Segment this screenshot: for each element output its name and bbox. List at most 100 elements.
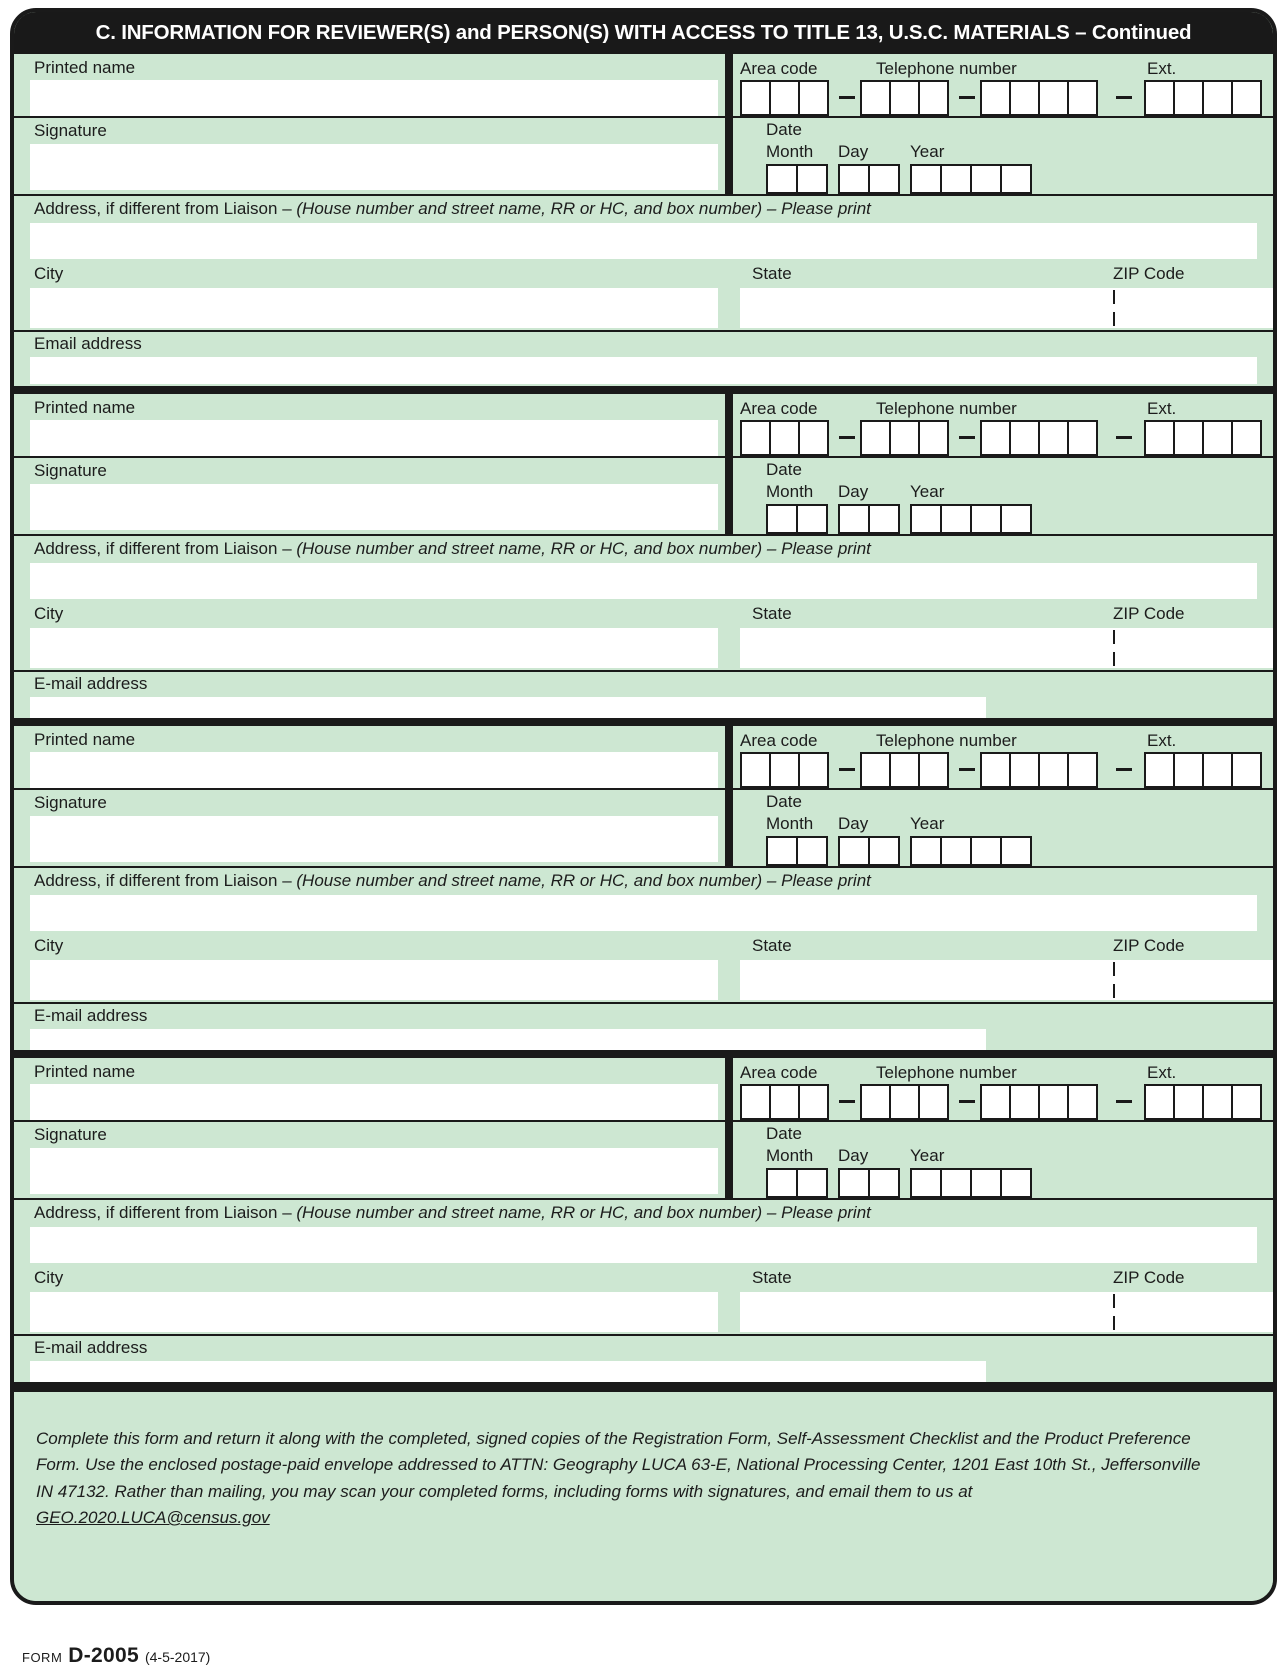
digit-cell[interactable]: [769, 752, 800, 788]
digit-cell[interactable]: [1231, 420, 1262, 456]
printed-name-input[interactable]: [30, 420, 718, 456]
telephone-prefix-input[interactable]: [860, 420, 949, 456]
digit-cell[interactable]: [1173, 420, 1204, 456]
digit-cell[interactable]: [1231, 80, 1262, 116]
digit-cell[interactable]: [1144, 752, 1175, 788]
digit-cell[interactable]: [838, 1168, 870, 1198]
digit-cell[interactable]: [980, 80, 1011, 116]
telephone-line-input[interactable]: [980, 752, 1098, 788]
digit-cell[interactable]: [889, 420, 920, 456]
digit-cell[interactable]: [1038, 1084, 1069, 1120]
digit-cell[interactable]: [1173, 1084, 1204, 1120]
digit-cell[interactable]: [910, 1168, 942, 1198]
digit-cell[interactable]: [940, 164, 972, 194]
area-code-input[interactable]: [740, 1084, 829, 1120]
printed-name-input[interactable]: [30, 1084, 718, 1120]
digit-cell[interactable]: [740, 1084, 771, 1120]
digit-cell[interactable]: [970, 836, 1002, 866]
digit-cell[interactable]: [1038, 420, 1069, 456]
digit-cell[interactable]: [1144, 420, 1175, 456]
digit-cell[interactable]: [1067, 1084, 1098, 1120]
digit-cell[interactable]: [769, 80, 800, 116]
digit-cell[interactable]: [766, 504, 798, 534]
digit-cell[interactable]: [868, 504, 900, 534]
digit-cell[interactable]: [1000, 1168, 1032, 1198]
city-input[interactable]: [30, 288, 718, 328]
digit-cell[interactable]: [970, 164, 1002, 194]
digit-cell[interactable]: [1000, 836, 1032, 866]
telephone-prefix-input[interactable]: [860, 80, 949, 116]
day-input[interactable]: [838, 504, 900, 534]
state-zip-input[interactable]: [740, 1292, 1273, 1332]
digit-cell[interactable]: [980, 1084, 1011, 1120]
month-input[interactable]: [766, 836, 828, 866]
extension-input[interactable]: [1144, 1084, 1262, 1120]
digit-cell[interactable]: [796, 836, 828, 866]
digit-cell[interactable]: [769, 420, 800, 456]
digit-cell[interactable]: [940, 1168, 972, 1198]
extension-input[interactable]: [1144, 420, 1262, 456]
digit-cell[interactable]: [1009, 1084, 1040, 1120]
digit-cell[interactable]: [740, 752, 771, 788]
email-address-input[interactable]: [30, 357, 1257, 384]
digit-cell[interactable]: [860, 420, 891, 456]
digit-cell[interactable]: [766, 1168, 798, 1198]
digit-cell[interactable]: [860, 80, 891, 116]
area-code-input[interactable]: [740, 752, 829, 788]
digit-cell[interactable]: [838, 164, 870, 194]
year-input[interactable]: [910, 1168, 1032, 1198]
digit-cell[interactable]: [889, 752, 920, 788]
digit-cell[interactable]: [1202, 1084, 1233, 1120]
digit-cell[interactable]: [1009, 80, 1040, 116]
digit-cell[interactable]: [1038, 80, 1069, 116]
digit-cell[interactable]: [910, 504, 942, 534]
digit-cell[interactable]: [1144, 80, 1175, 116]
digit-cell[interactable]: [1144, 1084, 1175, 1120]
digit-cell[interactable]: [860, 1084, 891, 1120]
area-code-input[interactable]: [740, 420, 829, 456]
extension-input[interactable]: [1144, 80, 1262, 116]
digit-cell[interactable]: [740, 420, 771, 456]
extension-input[interactable]: [1144, 752, 1262, 788]
digit-cell[interactable]: [838, 836, 870, 866]
address-input[interactable]: [30, 563, 1257, 599]
year-input[interactable]: [910, 504, 1032, 534]
digit-cell[interactable]: [1038, 752, 1069, 788]
digit-cell[interactable]: [918, 80, 949, 116]
digit-cell[interactable]: [980, 752, 1011, 788]
telephone-line-input[interactable]: [980, 420, 1098, 456]
year-input[interactable]: [910, 164, 1032, 194]
digit-cell[interactable]: [970, 504, 1002, 534]
digit-cell[interactable]: [1231, 752, 1262, 788]
signature-input[interactable]: [30, 144, 718, 190]
digit-cell[interactable]: [940, 836, 972, 866]
month-input[interactable]: [766, 504, 828, 534]
digit-cell[interactable]: [860, 752, 891, 788]
signature-input[interactable]: [30, 816, 718, 862]
digit-cell[interactable]: [1202, 80, 1233, 116]
day-input[interactable]: [838, 1168, 900, 1198]
city-input[interactable]: [30, 628, 718, 668]
telephone-prefix-input[interactable]: [860, 1084, 949, 1120]
telephone-prefix-input[interactable]: [860, 752, 949, 788]
digit-cell[interactable]: [868, 1168, 900, 1198]
digit-cell[interactable]: [766, 164, 798, 194]
day-input[interactable]: [838, 164, 900, 194]
digit-cell[interactable]: [769, 1084, 800, 1120]
digit-cell[interactable]: [1173, 80, 1204, 116]
day-input[interactable]: [838, 836, 900, 866]
state-zip-input[interactable]: [740, 628, 1273, 668]
digit-cell[interactable]: [980, 420, 1011, 456]
digit-cell[interactable]: [766, 836, 798, 866]
address-input[interactable]: [30, 223, 1257, 259]
printed-name-input[interactable]: [30, 752, 718, 788]
digit-cell[interactable]: [1067, 80, 1098, 116]
digit-cell[interactable]: [970, 1168, 1002, 1198]
digit-cell[interactable]: [798, 1084, 829, 1120]
digit-cell[interactable]: [796, 164, 828, 194]
month-input[interactable]: [766, 1168, 828, 1198]
digit-cell[interactable]: [1009, 752, 1040, 788]
digit-cell[interactable]: [868, 164, 900, 194]
area-code-input[interactable]: [740, 80, 829, 116]
city-input[interactable]: [30, 1292, 718, 1332]
